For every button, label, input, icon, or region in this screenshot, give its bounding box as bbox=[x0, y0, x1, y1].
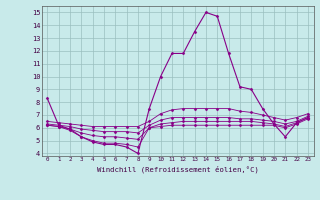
X-axis label: Windchill (Refroidissement éolien,°C): Windchill (Refroidissement éolien,°C) bbox=[97, 165, 259, 173]
